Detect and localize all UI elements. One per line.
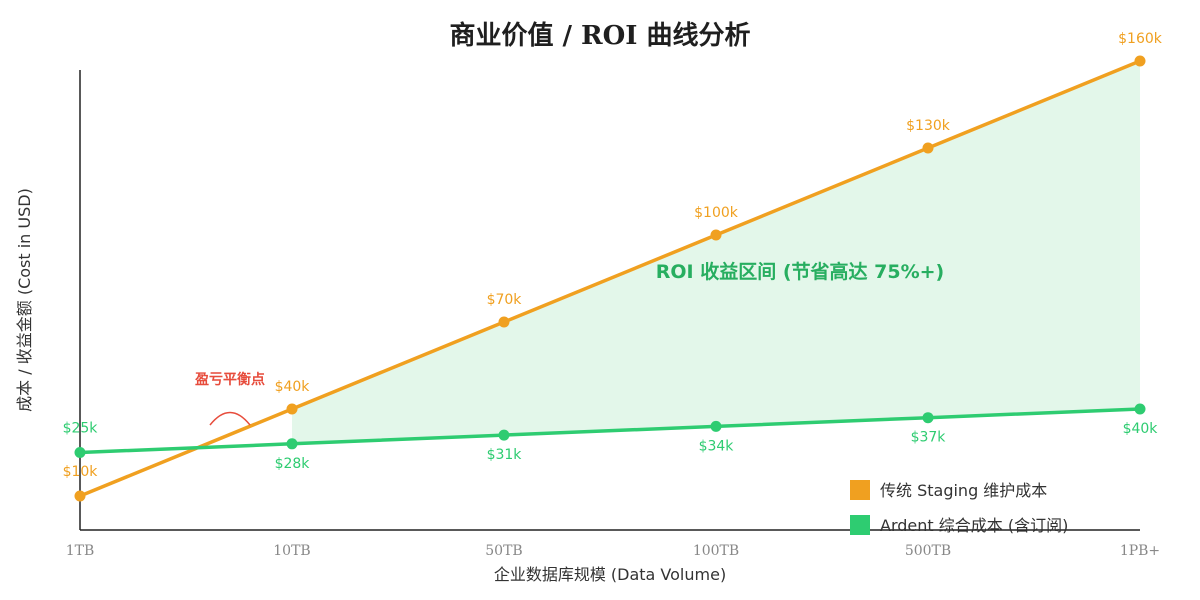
roi-zone-annotation: ROI 收益区间 (节省高达 75%+) bbox=[656, 260, 944, 283]
legend-label-traditional: 传统 Staging 维护成本 bbox=[880, 481, 1047, 500]
x-axis-title: 企业数据库规模 (Data Volume) bbox=[494, 565, 726, 584]
data-label-ardent: $37k bbox=[911, 430, 947, 446]
data-label-ardent: $31k bbox=[487, 447, 523, 463]
data-point-ardent bbox=[498, 429, 510, 441]
data-label-ardent: $34k bbox=[699, 438, 735, 454]
data-point-traditional bbox=[74, 490, 86, 502]
data-point-traditional bbox=[1134, 55, 1146, 67]
data-label-traditional: $160k bbox=[1118, 31, 1163, 47]
x-tick-label: 10TB bbox=[273, 543, 310, 559]
roi-fill-layer bbox=[292, 61, 1140, 444]
data-point-ardent bbox=[922, 412, 934, 424]
roi-fill-area bbox=[292, 61, 1140, 444]
legend-swatch-ardent bbox=[850, 515, 870, 535]
data-label-ardent: $40k bbox=[1123, 421, 1159, 437]
series-line-ardent bbox=[79, 407, 1141, 455]
x-tick-label: 1TB bbox=[66, 543, 95, 559]
data-label-traditional: $10k bbox=[63, 464, 99, 480]
x-tick-label: 1PB+ bbox=[1120, 543, 1160, 559]
data-label-ardent: $28k bbox=[275, 456, 311, 472]
legend: 传统 Staging 维护成本 Ardent 综合成本 (含订阅) bbox=[850, 480, 1068, 535]
series-layer bbox=[74, 55, 1146, 502]
data-point-traditional bbox=[710, 229, 722, 241]
data-label-ardent: $25k bbox=[63, 421, 99, 437]
break-even-label: 盈亏平衡点 bbox=[194, 371, 265, 388]
data-point-ardent bbox=[74, 447, 86, 458]
data-label-traditional: $70k bbox=[487, 292, 523, 308]
data-label-layer: $10k $40k $70k $100k $130k $160k $25k $28k $31k $… bbox=[63, 31, 1163, 480]
y-axis-title: 成本 / 收益金额 (Cost in USD) bbox=[15, 188, 34, 412]
x-tick-layer: 1TB 10TB 50TB 100TB 500TB 1PB+ bbox=[66, 543, 1160, 559]
data-point-ardent bbox=[710, 420, 722, 432]
chart-title: 商业价值 / ROI 曲线分析 bbox=[449, 20, 750, 51]
data-point-traditional bbox=[922, 142, 934, 154]
data-label-traditional: $40k bbox=[275, 379, 311, 395]
break-even-arc bbox=[209, 411, 251, 426]
data-point-traditional bbox=[498, 316, 510, 328]
series-line-traditional bbox=[79, 59, 1141, 498]
x-tick-label: 500TB bbox=[905, 543, 951, 559]
data-point-ardent bbox=[1134, 403, 1146, 415]
data-point-ardent bbox=[286, 438, 298, 450]
legend-label-ardent: Ardent 综合成本 (含订阅) bbox=[880, 516, 1068, 535]
data-label-traditional: $100k bbox=[694, 205, 739, 221]
legend-swatch-traditional bbox=[850, 480, 870, 500]
data-point-traditional bbox=[286, 403, 298, 415]
x-tick-label: 100TB bbox=[693, 543, 739, 559]
data-label-traditional: $130k bbox=[906, 118, 951, 134]
x-tick-label: 50TB bbox=[485, 543, 522, 559]
